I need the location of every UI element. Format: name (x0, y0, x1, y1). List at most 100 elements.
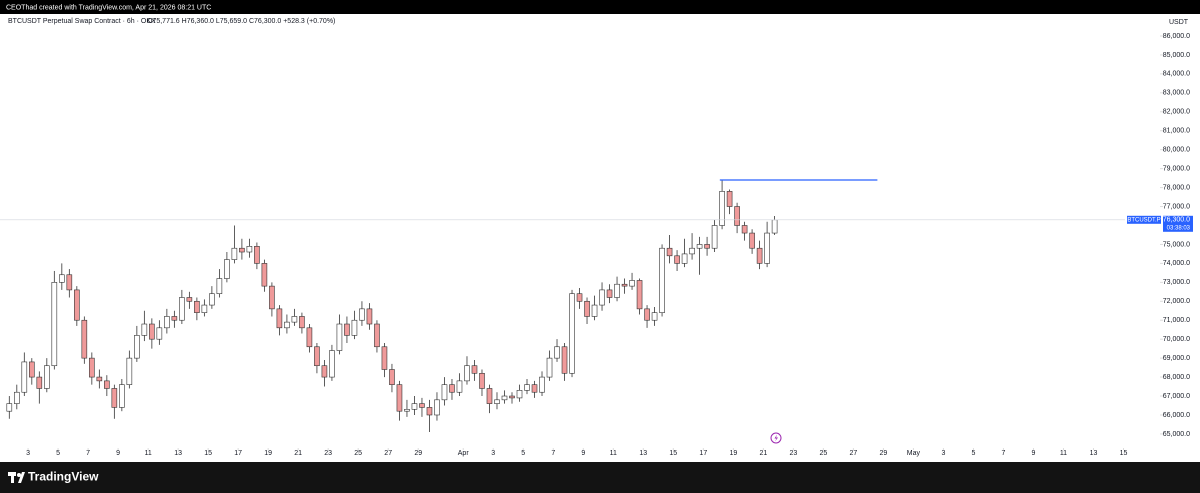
countdown: 03:38:03 (1167, 225, 1191, 231)
candle-body (314, 346, 320, 367)
y-tick-label: 75,000.0 (1163, 241, 1190, 248)
footer-bar (0, 462, 1200, 493)
candle-body (344, 323, 350, 336)
candle-body (539, 376, 545, 393)
candle-body (614, 283, 620, 298)
event-icon (770, 432, 782, 444)
candle-body (51, 282, 58, 367)
candle-body (239, 247, 245, 253)
candle-body (689, 247, 695, 255)
candle-body (644, 308, 650, 321)
candle-body (651, 312, 658, 321)
x-tick-label: Apr (458, 450, 470, 457)
candle-body (456, 380, 463, 393)
x-tick-label: 15 (669, 450, 677, 457)
candle-body (719, 191, 725, 226)
x-tick-label: 7 (86, 450, 90, 457)
candle-body (711, 225, 718, 249)
candle-body (276, 308, 283, 329)
y-tick-label: 66,000.0 (1163, 412, 1190, 419)
y-tick-label: 85,000.0 (1163, 52, 1190, 59)
logo: TradingView (28, 470, 99, 484)
x-tick-label: 19 (264, 450, 272, 457)
candle-body (291, 316, 298, 323)
candle-body (156, 327, 163, 340)
candle-body (21, 361, 28, 393)
candle-body (696, 244, 703, 249)
candle-body (119, 384, 125, 408)
candle-body (501, 395, 508, 401)
y-tick-label: 65,000.0 (1163, 431, 1190, 438)
candle-body (516, 390, 523, 399)
candle-body (254, 246, 260, 264)
candle-body (681, 253, 688, 264)
y-tick-label: 81,000.0 (1163, 128, 1190, 135)
candle-body (104, 380, 110, 389)
candle-body (329, 350, 335, 378)
candle-body (224, 259, 230, 279)
candle-body (764, 232, 770, 264)
x-tick-label: 13 (174, 450, 182, 457)
y-tick-label: 80,000.0 (1163, 147, 1190, 154)
candle-body (246, 246, 253, 253)
candle-body (704, 244, 710, 249)
candle-body (426, 407, 433, 416)
y-tick-label: 70,000.0 (1163, 336, 1190, 343)
ohlc-legend: O75,771.6 H76,360.0 L75,659.0 C76,300.0 … (147, 18, 335, 25)
candle-body (599, 289, 605, 306)
y-tick-label: 79,000.0 (1163, 165, 1190, 172)
candle-body (756, 247, 763, 264)
candle-body (494, 399, 500, 404)
candle-body (126, 357, 133, 385)
y-tick-label: 74,000.0 (1163, 260, 1190, 267)
y-tick-label: 67,000.0 (1163, 393, 1190, 400)
x-tick-label: 17 (234, 450, 242, 457)
candle-body (59, 274, 65, 283)
candle-body (299, 316, 305, 329)
x-tick-label: 23 (789, 450, 797, 457)
candle-body (89, 357, 95, 378)
x-tick-label: 9 (581, 450, 585, 457)
candle-body (531, 384, 538, 393)
x-tick-label: 5 (521, 450, 525, 457)
candle-body (396, 384, 403, 412)
candle-body (471, 365, 478, 374)
candle-body (486, 388, 493, 404)
candle-body (629, 280, 635, 287)
x-tick-label: 15 (204, 450, 212, 457)
x-tick-label: 3 (26, 450, 30, 457)
candle-body (96, 376, 103, 382)
candle-body (509, 395, 515, 399)
candle-body (741, 225, 748, 234)
candle-body (584, 300, 590, 317)
y-tick-label: 83,000.0 (1163, 90, 1190, 97)
candle-body (111, 388, 118, 408)
candle-body (389, 369, 395, 385)
y-tick-label: 73,000.0 (1163, 279, 1190, 286)
candle-body (359, 308, 365, 321)
y-tick-label: 77,000.0 (1163, 203, 1190, 210)
x-tick-label: 29 (879, 450, 887, 457)
candle-body (726, 191, 733, 207)
candle-body (434, 399, 440, 416)
candle-body (749, 232, 755, 249)
candle-body (771, 219, 778, 234)
candle-body (734, 206, 740, 226)
candle-body (186, 297, 193, 302)
candle-body (269, 285, 275, 310)
candle-body (66, 274, 73, 291)
candle-body (179, 297, 185, 321)
candle-body (336, 323, 343, 351)
x-tick-label: 3 (941, 450, 945, 457)
y-tick-label: 78,000.0 (1163, 184, 1190, 191)
candle-body (524, 384, 530, 391)
candle-body (14, 391, 20, 404)
y-tick-label: 82,000.0 (1163, 109, 1190, 116)
candle-body (351, 319, 358, 336)
candle-body (606, 289, 613, 298)
candle-body (381, 346, 388, 370)
candle-body (569, 293, 575, 374)
candle-body (216, 278, 223, 295)
candle-body (44, 365, 50, 389)
